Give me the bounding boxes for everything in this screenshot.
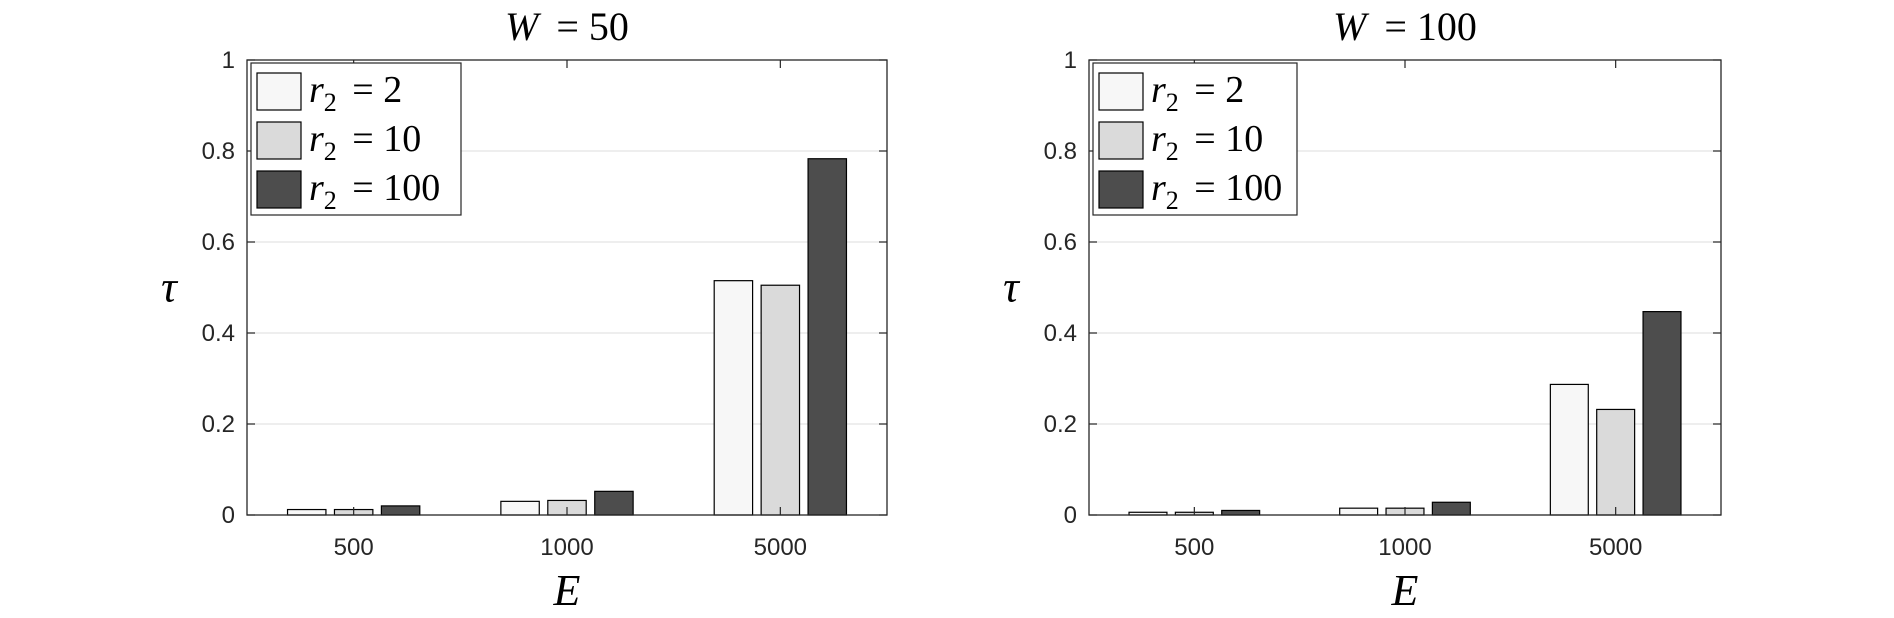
y-tick-label: 0.6 <box>202 229 235 256</box>
bar-500-series-1 <box>286 508 327 516</box>
legend-swatch-2 <box>1098 121 1144 160</box>
bar-5000-series-1 <box>1549 383 1589 516</box>
legend-swatch-3 <box>1098 170 1144 209</box>
bar-1000-series-3 <box>1431 501 1471 516</box>
x-tick-label: 5000 <box>1589 534 1642 561</box>
y-tick-label: 1 <box>222 47 235 74</box>
y-axis-label: τ <box>161 263 179 312</box>
chart-title: W = 50 <box>505 4 629 49</box>
axes-box <box>1088 59 1722 516</box>
bar-500-series-3 <box>1221 509 1261 516</box>
bar-500-series-3 <box>380 505 421 516</box>
y-axis-label: τ <box>1003 263 1021 312</box>
y-tick-label: 0.2 <box>202 411 235 438</box>
bar-5000-series-3 <box>807 158 848 516</box>
x-tick-label: 500 <box>1174 534 1214 561</box>
bar-1000-series-1 <box>500 500 540 516</box>
legend-entry-2: r2 = 10 <box>309 118 421 166</box>
bar-5000-series-2 <box>1596 408 1636 516</box>
legend-entry-1: r2 = 2 <box>1151 69 1244 117</box>
legend-swatch-3 <box>256 170 302 209</box>
bar-5000-series-1 <box>713 280 754 516</box>
x-axis-label: E <box>1391 566 1419 615</box>
legend-swatch-2 <box>256 121 302 160</box>
bar-5000-series-2 <box>760 284 801 516</box>
legend-entry-3: r2 = 100 <box>1151 167 1282 215</box>
legend-entry-1: r2 = 2 <box>309 69 402 117</box>
y-tick-label: 0.8 <box>202 138 235 165</box>
y-tick-label: 0 <box>1064 502 1077 529</box>
chart-panel-2: 0 0.2 0.4 0.6 0.8 1 500 1000 5000 W = 100 Eτ r2 = 2… <box>1003 4 1722 615</box>
legend-swatch-1 <box>256 72 302 111</box>
y-tick-label: 0.8 <box>1044 138 1077 165</box>
bar-1000-series-3 <box>594 490 634 516</box>
chart-title: W = 100 <box>1333 4 1477 49</box>
y-tick-label: 0.6 <box>1044 229 1077 256</box>
bar-5000-series-3 <box>1642 311 1682 516</box>
y-tick-label: 0 <box>222 502 235 529</box>
y-tick-label: 0.2 <box>1044 411 1077 438</box>
x-tick-label: 5000 <box>754 534 807 561</box>
x-tick-label: 1000 <box>540 534 593 561</box>
y-tick-label: 0.4 <box>202 320 235 347</box>
legend-entry-3: r2 = 100 <box>309 167 440 215</box>
legend-swatch-1 <box>1098 72 1144 111</box>
legend-entry-2: r2 = 10 <box>1151 118 1263 166</box>
axes-box <box>246 59 888 516</box>
x-axis-label: E <box>553 566 581 615</box>
y-tick-label: 1 <box>1064 47 1077 74</box>
x-tick-label: 500 <box>334 534 374 561</box>
y-tick-label: 0.4 <box>1044 320 1077 347</box>
bar-1000-series-1 <box>1339 507 1379 516</box>
x-tick-label: 1000 <box>1378 534 1431 561</box>
